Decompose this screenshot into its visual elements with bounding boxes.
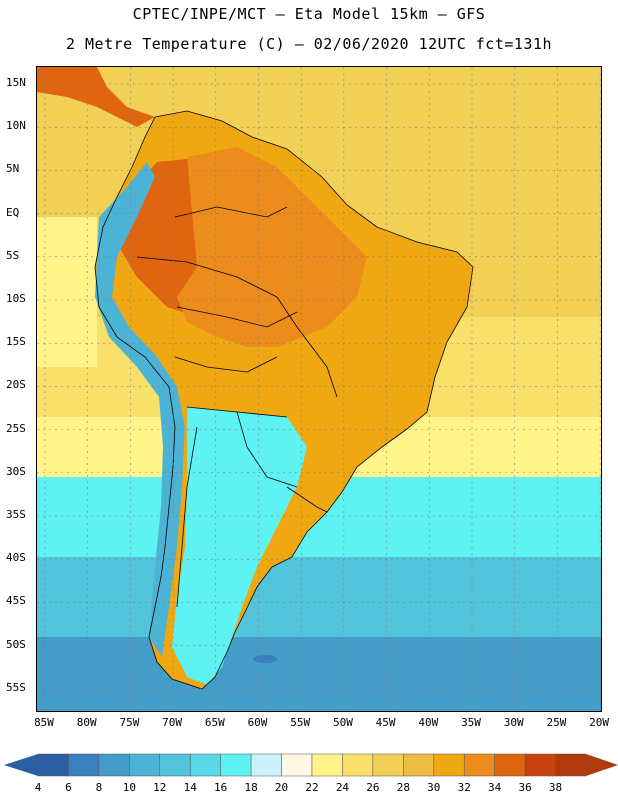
- latitude-label: 10S: [6, 292, 26, 305]
- colorbar-tick-label: 8: [95, 781, 103, 794]
- colorbar-cell: [220, 753, 252, 777]
- longitude-label: 50W: [332, 716, 353, 729]
- longitude-label: 80W: [76, 716, 97, 729]
- longitude-label: 55W: [290, 716, 311, 729]
- colorbar-tick-label: 24: [335, 781, 350, 794]
- latitude-label: 50S: [6, 637, 26, 651]
- latitude-label: 20S: [6, 378, 26, 392]
- ocean-patch-light: [37, 217, 97, 367]
- latitude-label: 30S: [6, 464, 26, 478]
- colorbar-cell: [250, 753, 282, 777]
- longitude-label: 45W: [375, 716, 396, 729]
- colorbar-tick-label: 14: [183, 781, 197, 794]
- temperature-map[interactable]: [36, 66, 602, 712]
- latitude-label: 10N: [6, 119, 26, 133]
- longitude-label: 40W: [418, 716, 439, 729]
- colorbar-cell: [403, 753, 435, 777]
- longitude-label: 75W: [119, 716, 140, 729]
- colorbar-tick-label: 18: [244, 781, 258, 794]
- colorbar-tick-label: 30: [427, 781, 441, 794]
- colorbar-tick-label: 36: [518, 781, 532, 794]
- ocean-band-cold: [37, 557, 601, 637]
- map-grid: [37, 67, 601, 711]
- colorbar-cell: [159, 753, 191, 777]
- latitude-label: 15N: [6, 76, 26, 89]
- longitude-label: 70W: [162, 716, 183, 729]
- latitude-label: 40S: [6, 551, 26, 565]
- longitude-label: 85W: [34, 716, 54, 729]
- colorbar-cell: [98, 753, 130, 777]
- colorbar-tick-label: 16: [214, 781, 228, 794]
- longitude-label: 60W: [247, 716, 268, 729]
- colorbar-cell: [372, 753, 404, 777]
- longitude-label: 35W: [461, 716, 481, 729]
- colorbar-tick-label: 10: [122, 781, 136, 794]
- colorbar-cell: [433, 753, 465, 777]
- colorbar-left-arrow: [4, 754, 38, 776]
- longitude-label: 20W: [589, 716, 610, 729]
- colorbar-cell: [129, 753, 161, 777]
- falkland-islands: [253, 655, 277, 663]
- ocean-band-coldest: [37, 637, 601, 711]
- colorbar-cell: [463, 753, 495, 777]
- colorbar-tick-label: 38: [548, 781, 563, 794]
- map-title: CPTEC/INPE/MCT – Eta Model 15km – GFS: [132, 5, 486, 23]
- latitude-label: 5N: [6, 162, 20, 176]
- colorbar-tick-label: 34: [488, 781, 502, 794]
- colorbar-cell: [494, 753, 526, 777]
- longitude-label: 30W: [503, 716, 524, 729]
- colorbar-cell: [311, 753, 343, 777]
- country-borders: [94, 110, 474, 690]
- andes-cold-strip: [95, 162, 185, 657]
- map-subtitle: 2 Metre Temperature (C) – 02/06/2020 12U…: [65, 35, 553, 53]
- colorbar-cell: [37, 753, 69, 777]
- latitude-label: 55S: [6, 680, 26, 694]
- colorbar-tick-label: 26: [366, 781, 380, 794]
- colorbar-cell: [342, 753, 374, 777]
- colorbar-cell: [189, 753, 221, 777]
- colorbar-right-arrow: [586, 754, 618, 776]
- colorbar-tick-label: 4: [34, 781, 42, 794]
- latitude-label: 45S: [6, 594, 26, 608]
- colorbar-cell: [68, 753, 100, 777]
- latitude-label: 15S: [6, 335, 26, 349]
- central-america: [37, 67, 155, 127]
- colorbar-tick-label: 28: [396, 781, 410, 794]
- colorbar-tick-label: 12: [153, 781, 167, 794]
- latitude-label: 35S: [6, 508, 26, 521]
- latitude-label: EQ: [6, 205, 20, 219]
- latitude-label: 5S: [6, 248, 20, 262]
- central-warm-zone: [177, 147, 367, 347]
- colorbar-cell: [524, 753, 556, 777]
- colorbar-tick-label: 20: [274, 781, 289, 794]
- colorbar-cell: [555, 753, 587, 777]
- longitude-label: 65W: [204, 716, 225, 729]
- colorbar-tick-label: 32: [457, 781, 471, 794]
- colorbar-tick-label: 6: [65, 781, 72, 794]
- colorbar-cell: [281, 753, 313, 777]
- colorbar-tick-label: 22: [305, 781, 319, 794]
- longitude-label: 25W: [546, 716, 567, 729]
- temperature-colorbar: [4, 753, 618, 777]
- southern-cone-cold: [172, 407, 307, 685]
- southeast-amber-zone: [277, 297, 432, 407]
- latitude-label: 25S: [6, 421, 26, 435]
